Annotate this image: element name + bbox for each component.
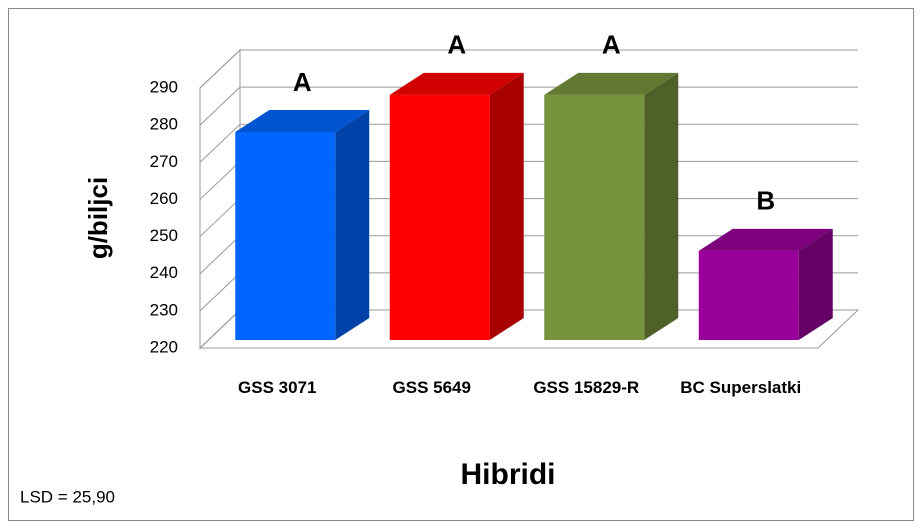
- x-tick-label: BC Superslatki: [680, 378, 802, 397]
- bar-side: [798, 228, 833, 340]
- y-tick-label: 260: [150, 189, 178, 208]
- bar-side: [489, 72, 524, 340]
- bar-side: [335, 110, 370, 340]
- significance-label: A: [447, 30, 466, 60]
- y-tick-label: 270: [150, 152, 178, 171]
- y-axis-title: g/biljci: [83, 177, 113, 259]
- bar: [235, 132, 336, 340]
- bar: [698, 250, 799, 340]
- y-tick-label: 250: [150, 226, 178, 245]
- y-tick-label: 220: [150, 337, 178, 356]
- y-tick-label: 280: [150, 115, 178, 134]
- x-tick-label: GSS 5649: [392, 378, 471, 397]
- y-tick-label: 230: [150, 300, 178, 319]
- note: LSD = 25,90: [20, 487, 115, 506]
- y-tick-label: 240: [150, 263, 178, 282]
- bar: [389, 94, 490, 340]
- bar-side: [644, 72, 679, 340]
- bar-top: [389, 72, 524, 95]
- bar-top: [235, 110, 370, 132]
- bar-top: [698, 228, 833, 251]
- bar-top: [544, 72, 679, 95]
- x-axis-title: Hibridi: [461, 458, 556, 491]
- significance-label: B: [756, 186, 775, 216]
- bar: [544, 94, 645, 340]
- x-tick-label: GSS 15829-R: [533, 378, 640, 397]
- grid-line: [199, 49, 858, 89]
- x-tick-label: GSS 3071: [238, 378, 317, 397]
- y-tick-label: 290: [150, 77, 178, 96]
- left-wall: [199, 48, 241, 350]
- significance-label: A: [293, 67, 312, 97]
- significance-label: A: [602, 30, 621, 60]
